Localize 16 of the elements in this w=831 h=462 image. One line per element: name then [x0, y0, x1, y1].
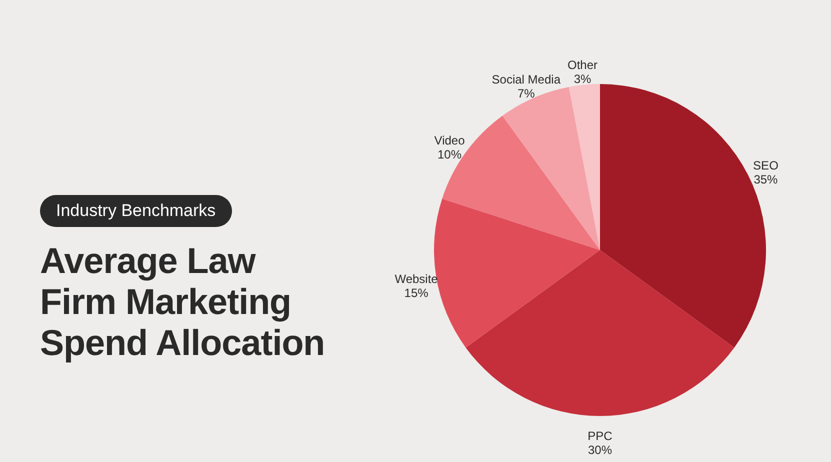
- pie-slice: [466, 250, 734, 416]
- slice-label: PPC: [588, 429, 613, 443]
- slice-label: Video: [434, 134, 466, 148]
- data-label: 7%: [517, 86, 536, 100]
- data-label: 10%: [438, 148, 462, 162]
- pie-slice: [568, 84, 600, 250]
- data-label: 35%: [754, 172, 778, 187]
- slice-label: SEO: [753, 158, 778, 173]
- slice-label: Social Media: [492, 72, 561, 86]
- pie-slice: [502, 86, 600, 250]
- data-label: 15%: [404, 286, 429, 300]
- text: Industry Benchmarks: [40, 195, 232, 227]
- slice-label: Other: [567, 58, 598, 72]
- text: Average Law Firm Marketing Spend Allocation: [40, 240, 326, 363]
- data-label: 30%: [588, 443, 612, 457]
- data-label: 3%: [574, 72, 592, 86]
